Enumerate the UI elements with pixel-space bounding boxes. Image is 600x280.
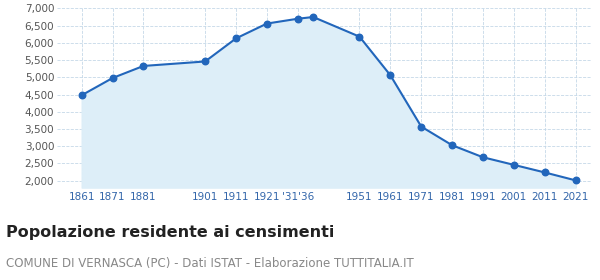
Point [262,21,272,26]
Point [231,36,241,41]
Text: COMUNE DI VERNASCA (PC) - Dati ISTAT - Elaborazione TUTTITALIA.IT: COMUNE DI VERNASCA (PC) - Dati ISTAT - E… [6,256,414,270]
Point [108,76,118,80]
Point [355,34,364,39]
Point [77,93,86,97]
Point [540,170,550,175]
Point [509,163,518,167]
Point [386,73,395,78]
Point [308,15,318,19]
Text: Popolazione residente ai censimenti: Popolazione residente ai censimenti [6,225,334,240]
Point [447,143,457,148]
Point [139,64,148,68]
Point [478,155,488,160]
Point [200,59,210,64]
Point [571,178,580,183]
Point [293,17,302,21]
Point [416,124,426,129]
